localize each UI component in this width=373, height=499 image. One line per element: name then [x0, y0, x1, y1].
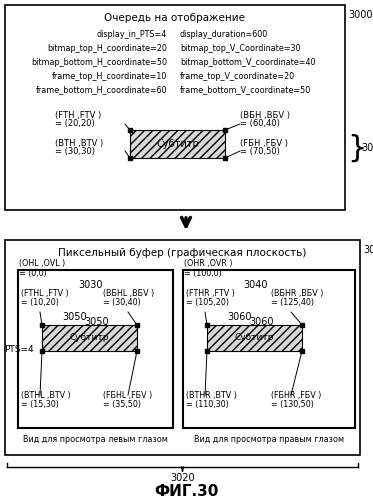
Text: (BТНL ,BТV ): (BТНL ,BТV ) [21, 391, 71, 400]
Text: (BБНL ,BБV ): (BБНL ,BБV ) [103, 289, 154, 298]
Text: 3050: 3050 [85, 317, 109, 327]
Text: = (0,0): = (0,0) [19, 269, 47, 278]
Text: = (30,40): = (30,40) [103, 298, 141, 307]
Bar [130, 130, 225, 158]
Bar [207, 325, 302, 351]
Text: 3000: 3000 [348, 10, 373, 20]
Bar [5, 5, 345, 210]
Text: (FТНR ,FТV ): (FТНR ,FТV ) [186, 289, 235, 298]
Bar [5, 240, 360, 455]
Text: (FТН ,FТV ): (FТН ,FТV ) [55, 111, 101, 120]
Text: = (35,50): = (35,50) [103, 400, 141, 409]
Text: (BТН ,BТV ): (BТН ,BТV ) [55, 139, 103, 148]
Text: ФИГ.30: ФИГ.30 [154, 485, 218, 499]
Text: (FБНR ,FБV ): (FБНR ,FБV ) [271, 391, 322, 400]
Text: display_in_PTS=4
bitmap_top_H_coordinate=20
bitmap_bottom_H_coordinate=50
frame_: display_in_PTS=4 bitmap_top_H_coordinate… [31, 30, 167, 95]
Text: Вид для просмотра правым глазом: Вид для просмотра правым глазом [194, 436, 344, 445]
Text: 3060: 3060 [227, 312, 251, 322]
Text: display_duration=600
bitmap_top_V_Coordinate=30
bitmap_bottom_V_coordinate=40
fr: display_duration=600 bitmap_top_V_Coordi… [180, 30, 316, 95]
Text: = (60,40): = (60,40) [240, 119, 280, 128]
Text: 3040: 3040 [243, 280, 267, 290]
Text: Субтитр: Субтитр [156, 139, 199, 149]
Text: (FТНL ,FТV ): (FТНL ,FТV ) [21, 289, 69, 298]
Text: = (10,20): = (10,20) [21, 298, 59, 307]
Text: = (130,50): = (130,50) [271, 400, 314, 409]
Text: Пиксельный буфер (графическая плоскость): Пиксельный буфер (графическая плоскость) [58, 248, 307, 258]
Text: = (30,30): = (30,30) [55, 147, 95, 156]
Text: 3050: 3050 [62, 312, 87, 322]
Text: = (110,30): = (110,30) [186, 400, 229, 409]
Text: Субтитр: Субтитр [235, 333, 274, 342]
Bar [18, 270, 173, 428]
Text: }: } [347, 134, 366, 163]
Text: Субтитр: Субтитр [70, 333, 109, 342]
Bar [183, 270, 355, 428]
Text: = (70,50): = (70,50) [240, 147, 280, 156]
Text: (OНR ,OVR ): (OНR ,OVR ) [184, 259, 232, 268]
Text: (BТНR ,BТV ): (BТНR ,BТV ) [186, 391, 237, 400]
Bar [42, 325, 137, 351]
Text: Очередь на отображение: Очередь на отображение [104, 13, 245, 23]
Text: 3070: 3070 [363, 245, 373, 255]
Text: (OНL ,OVL ): (OНL ,OVL ) [19, 259, 65, 268]
Text: = (100,0): = (100,0) [184, 269, 222, 278]
Text: PTS=4: PTS=4 [4, 344, 34, 353]
Text: (BБН ,BБV ): (BБН ,BБV ) [240, 111, 290, 120]
Text: = (105,20): = (105,20) [186, 298, 229, 307]
Text: = (15,30): = (15,30) [21, 400, 59, 409]
Text: = (125,40): = (125,40) [271, 298, 314, 307]
Text: 3010: 3010 [361, 143, 373, 153]
Text: (FБНL ,FБV ): (FБНL ,FБV ) [103, 391, 152, 400]
Text: = (20,20): = (20,20) [55, 119, 95, 128]
Text: 3060: 3060 [250, 317, 274, 327]
Text: Вид для просмотра левым глазом: Вид для просмотра левым глазом [23, 436, 168, 445]
Text: 3020: 3020 [170, 473, 195, 483]
Text: (FБН ,FБV ): (FБН ,FБV ) [240, 139, 288, 148]
Text: (BБНR ,BБV ): (BБНR ,BБV ) [271, 289, 323, 298]
Text: 3030: 3030 [78, 280, 103, 290]
